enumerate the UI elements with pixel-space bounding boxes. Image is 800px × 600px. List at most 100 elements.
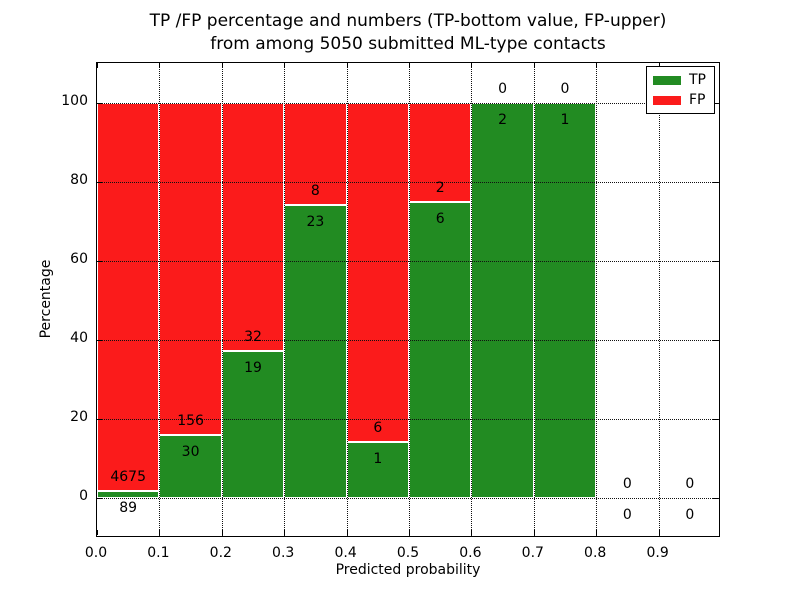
gridline-vertical (159, 63, 161, 536)
y-axis-label: Percentage (38, 259, 54, 339)
legend: TP FP (646, 66, 715, 114)
bar-segment-fp (221, 102, 285, 351)
y-tick-mark-right (713, 260, 718, 262)
x-tick-mark (284, 530, 286, 535)
x-axis-label: Predicted probability (335, 562, 481, 578)
fp-count-label: 32 (244, 328, 262, 345)
bar-segment-tp (284, 204, 347, 499)
x-tick-mark (346, 530, 348, 535)
bar-segment-tp (409, 201, 472, 499)
x-tick-label: 0.1 (147, 545, 170, 561)
y-tick-label: 80 (70, 171, 88, 188)
gridline-horizontal (97, 260, 719, 262)
y-tick-label: 100 (61, 92, 88, 109)
y-tick-label: 20 (70, 409, 88, 426)
x-tick-label: 0.3 (272, 545, 295, 561)
y-tick-label: 60 (70, 250, 88, 267)
bar-segment-fp (97, 102, 160, 491)
x-tick-mark-top (658, 63, 660, 68)
fp-count-label: 2 (435, 179, 445, 196)
x-tick-mark-top (346, 63, 348, 68)
bar-segment-fp (159, 102, 222, 435)
gridline-vertical (471, 63, 473, 536)
bar-segment-tp (97, 491, 160, 499)
legend-label-tp: TP (689, 72, 706, 88)
gridline-vertical (533, 63, 535, 536)
gridline-horizontal (97, 340, 719, 342)
y-tick-mark (97, 181, 102, 183)
bar-segment-fp (346, 102, 409, 442)
tp-count-label: 0 (685, 507, 695, 524)
tp-count-label: 1 (373, 450, 383, 467)
gridline-vertical (221, 63, 223, 536)
tp-count-label: 1 (560, 111, 570, 128)
gridline-vertical (284, 63, 286, 536)
legend-item-fp: FP (653, 93, 708, 107)
x-tick-mark-top (159, 63, 161, 68)
tp-count-label: 89 (119, 500, 138, 516)
y-tick-label: 0 (79, 488, 88, 505)
tp-count-label: 6 (435, 210, 445, 227)
tp-count-label: 2 (498, 111, 508, 128)
fp-count-label: 6 (373, 419, 383, 436)
fp-count-label: 0 (622, 476, 632, 493)
tp-color-swatch (653, 75, 681, 85)
x-tick-label: 0.4 (334, 545, 357, 561)
gridline-horizontal (97, 102, 719, 104)
x-tick-label: 0.8 (584, 545, 607, 561)
x-tick-mark (221, 530, 223, 535)
y-tick-label: 40 (70, 330, 88, 347)
y-tick-mark (97, 260, 102, 262)
gridline-horizontal (97, 498, 719, 500)
x-tick-mark (97, 530, 98, 535)
x-tick-mark (658, 530, 660, 535)
tp-count-label: 30 (181, 443, 200, 460)
x-tick-mark (409, 530, 410, 535)
fp-count-label: 156 (177, 412, 204, 429)
bar-segment-tp (221, 350, 285, 499)
y-tick-mark (97, 340, 102, 342)
x-tick-mark-top (471, 63, 473, 68)
x-tick-mark (159, 530, 161, 535)
x-tick-mark-top (409, 63, 410, 68)
x-tick-label: 0.0 (84, 545, 108, 561)
bar-segment-tp (471, 102, 534, 499)
y-tick-mark (97, 102, 102, 104)
gridline-horizontal (97, 181, 719, 183)
x-tick-label: 0.9 (646, 545, 669, 561)
tp-count-label: 23 (306, 213, 325, 230)
y-tick-mark (97, 419, 102, 421)
y-tick-mark-right (713, 419, 718, 421)
fp-count-label: 4675 (110, 469, 147, 485)
bar-segment-tp (159, 434, 222, 499)
x-tick-mark (471, 530, 473, 535)
gridline-vertical (596, 63, 598, 536)
x-tick-mark-top (596, 63, 598, 68)
legend-item-tp: TP (653, 73, 708, 87)
chart-title-line1: TP /FP percentage and numbers (TP-bottom… (149, 11, 667, 31)
x-tick-mark-top (221, 63, 223, 68)
chart-title-line2: from among 5050 submitted ML-type contac… (210, 34, 606, 54)
y-tick-mark-right (713, 102, 718, 104)
legend-label-fp: FP (689, 92, 706, 108)
x-tick-label: 0.5 (396, 545, 420, 561)
x-tick-mark (596, 530, 598, 535)
y-tick-mark-right (713, 498, 718, 500)
x-tick-label: 0.7 (521, 545, 544, 561)
chart-title: TP /FP percentage and numbers (TP-bottom… (96, 10, 720, 56)
x-tick-label: 0.6 (459, 545, 482, 561)
gridline-vertical (658, 63, 660, 536)
x-tick-mark-top (533, 63, 535, 68)
fp-count-label: 8 (310, 182, 320, 199)
x-tick-label: 0.2 (209, 545, 232, 561)
gridline-vertical (409, 63, 410, 536)
bar-segment-tp (533, 102, 597, 499)
plot-area: 4675 89 156 30 32 19 8 23 6 1 2 6 0 2 0 1 0 0 0 0 (96, 62, 720, 537)
x-tick-mark (533, 530, 535, 535)
y-tick-mark-right (713, 181, 718, 183)
tp-count-label: 0 (622, 507, 632, 524)
gridline-vertical (346, 63, 348, 536)
y-tick-mark (97, 498, 102, 500)
fp-count-label: 0 (498, 80, 508, 97)
